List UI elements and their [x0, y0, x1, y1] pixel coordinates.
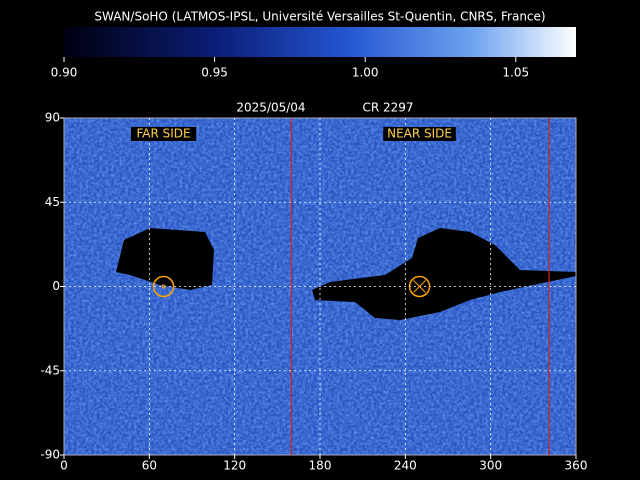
marker [408, 275, 431, 298]
x-tick-label: 300 [479, 459, 502, 473]
x-tick-label: 180 [309, 459, 332, 473]
marker [152, 275, 175, 298]
x-tick-label: 60 [142, 459, 157, 473]
x-tick-label: 240 [394, 459, 417, 473]
x-tick-label: 120 [223, 459, 246, 473]
rotation: CR 2297 [362, 101, 413, 115]
side-label-bg [383, 127, 456, 141]
colorbar-tick-label: 1.05 [502, 66, 529, 80]
side-label: NEAR SIDE [387, 127, 452, 141]
side-label: FAR SIDE [136, 127, 190, 141]
colorbar-tick-label: 0.90 [51, 66, 78, 80]
colorbar [64, 27, 576, 57]
x-tick-label: 360 [565, 459, 588, 473]
marker-dot [161, 284, 166, 289]
colorbar-tick-label: 1.00 [352, 66, 379, 80]
y-tick-label: 0 [52, 279, 60, 293]
y-tick-label: 45 [45, 195, 60, 209]
y-tick-label: 90 [45, 111, 60, 125]
y-tick-label: -90 [40, 448, 60, 462]
y-tick-label: -45 [40, 363, 60, 377]
side-label-bg [130, 127, 197, 141]
mask [312, 228, 576, 320]
mask [116, 228, 214, 290]
colorbar-tick-label: 0.95 [201, 66, 228, 80]
marker-cross [413, 280, 426, 293]
date: 2025/05/04 [236, 101, 305, 115]
title: SWAN/SoHO (LATMOS-IPSL, Université Versa… [94, 10, 545, 24]
x-tick-label: 0 [60, 459, 68, 473]
